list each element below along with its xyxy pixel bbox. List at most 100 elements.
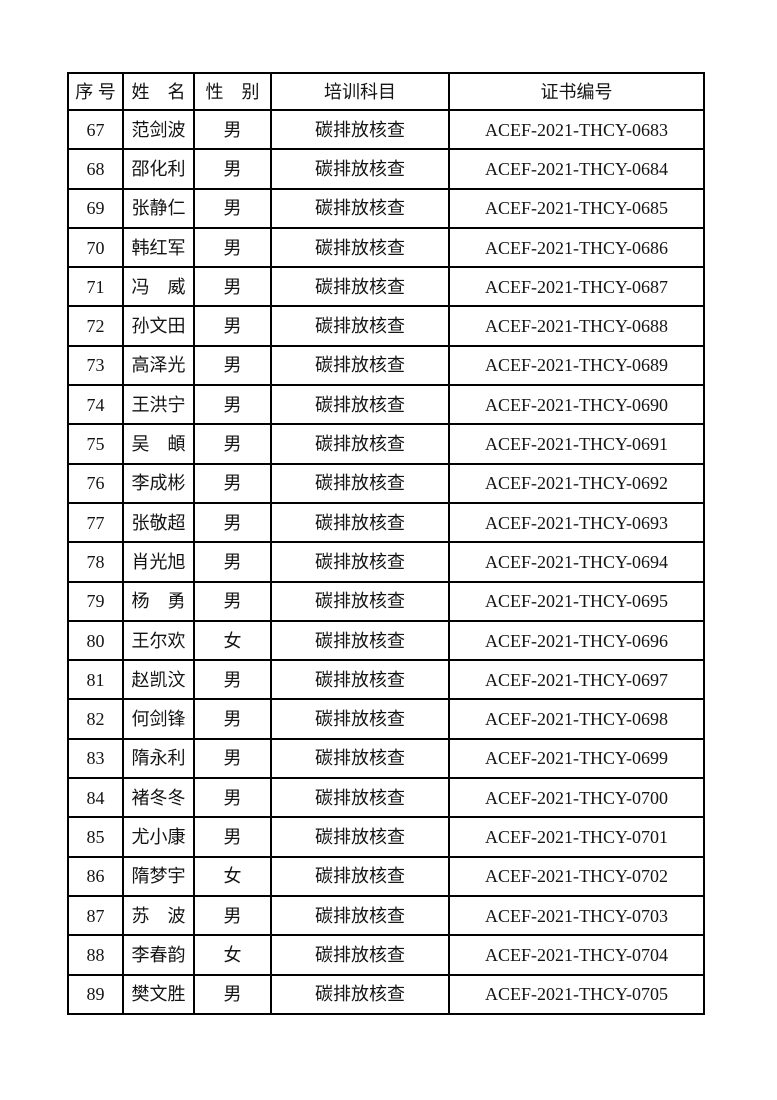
serial-number-cell: 89: [67, 973, 124, 1015]
certificate-number-cell: ACEF-2021-THCY-0693: [448, 501, 705, 544]
header-serial-number: 序 号: [67, 72, 124, 111]
gender-cell: 女: [193, 855, 272, 897]
name-cell: 孙文田: [122, 305, 195, 347]
name-cell: 樊文胜: [122, 973, 195, 1015]
serial-number-cell: 79: [67, 580, 124, 622]
table-row: 77 张敬超 男 碳排放核查 ACEF-2021-THCY-0693: [67, 501, 705, 544]
serial-number-cell: 86: [67, 855, 124, 897]
serial-number-cell: 83: [67, 737, 124, 780]
serial-number-cell: 70: [67, 226, 124, 269]
name-cell: 尤小康: [122, 816, 195, 858]
table-row: 74 王洪宁 男 碳排放核查 ACEF-2021-THCY-0690: [67, 384, 705, 426]
table-row: 81 赵凯汶 男 碳排放核查 ACEF-2021-THCY-0697: [67, 659, 705, 701]
serial-number-cell: 67: [67, 108, 124, 151]
gender-cell: 男: [193, 816, 272, 858]
table-row: 87 苏 波 男 碳排放核查 ACEF-2021-THCY-0703: [67, 894, 705, 937]
training-subject-cell: 碳排放核查: [270, 148, 450, 190]
certificate-number-cell: ACEF-2021-THCY-0701: [448, 816, 705, 858]
name-cell: 杨 勇: [122, 580, 195, 622]
serial-number-cell: 74: [67, 384, 124, 426]
table-row: 82 何剑锋 男 碳排放核查 ACEF-2021-THCY-0698: [67, 698, 705, 740]
table-row: 83 隋永利 男 碳排放核查 ACEF-2021-THCY-0699: [67, 737, 705, 780]
certificate-number-cell: ACEF-2021-THCY-0696: [448, 619, 705, 662]
certificate-number-cell: ACEF-2021-THCY-0683: [448, 108, 705, 151]
name-cell: 王洪宁: [122, 384, 195, 426]
certificate-number-cell: ACEF-2021-THCY-0689: [448, 344, 705, 387]
serial-number-cell: 73: [67, 344, 124, 387]
header-name: 姓 名: [122, 72, 195, 111]
gender-cell: 男: [193, 777, 272, 819]
table-row: 86 隋梦宇 女 碳排放核查 ACEF-2021-THCY-0702: [67, 855, 705, 897]
serial-number-cell: 85: [67, 816, 124, 858]
certificate-number-cell: ACEF-2021-THCY-0688: [448, 305, 705, 347]
training-subject-cell: 碳排放核查: [270, 344, 450, 387]
name-cell: 邵化利: [122, 148, 195, 190]
table-row: 68 邵化利 男 碳排放核查 ACEF-2021-THCY-0684: [67, 148, 705, 190]
gender-cell: 男: [193, 266, 272, 308]
table-row: 84 褚冬冬 男 碳排放核查 ACEF-2021-THCY-0700: [67, 777, 705, 819]
gender-cell: 男: [193, 462, 272, 504]
gender-cell: 男: [193, 423, 272, 465]
name-cell: 肖光旭: [122, 541, 195, 583]
gender-cell: 男: [193, 187, 272, 229]
training-subject-cell: 碳排放核查: [270, 659, 450, 701]
gender-cell: 男: [193, 148, 272, 190]
certificate-number-cell: ACEF-2021-THCY-0694: [448, 541, 705, 583]
certificate-number-cell: ACEF-2021-THCY-0697: [448, 659, 705, 701]
table-row: 67 范剑波 男 碳排放核查 ACEF-2021-THCY-0683: [67, 108, 705, 151]
training-subject-cell: 碳排放核查: [270, 462, 450, 504]
training-subject-cell: 碳排放核查: [270, 934, 450, 976]
training-subject-cell: 碳排放核查: [270, 423, 450, 465]
training-subject-cell: 碳排放核查: [270, 501, 450, 544]
table-row: 70 韩红军 男 碳排放核查 ACEF-2021-THCY-0686: [67, 226, 705, 269]
gender-cell: 男: [193, 501, 272, 544]
serial-number-cell: 75: [67, 423, 124, 465]
name-cell: 何剑锋: [122, 698, 195, 740]
certificate-number-cell: ACEF-2021-THCY-0686: [448, 226, 705, 269]
serial-number-cell: 68: [67, 148, 124, 190]
name-cell: 褚冬冬: [122, 777, 195, 819]
certificate-table: 序 号 姓 名 性 别 培训科目 证书编号 67 范剑波 男 碳排放核查 ACE…: [67, 72, 705, 1015]
name-cell: 张静仁: [122, 187, 195, 229]
name-cell: 苏 波: [122, 894, 195, 937]
serial-number-cell: 76: [67, 462, 124, 504]
name-cell: 吴 頔: [122, 423, 195, 465]
table-row: 69 张静仁 男 碳排放核查 ACEF-2021-THCY-0685: [67, 187, 705, 229]
training-subject-cell: 碳排放核查: [270, 226, 450, 269]
table-row: 71 冯 威 男 碳排放核查 ACEF-2021-THCY-0687: [67, 266, 705, 308]
table-row: 73 高泽光 男 碳排放核查 ACEF-2021-THCY-0689: [67, 344, 705, 387]
serial-number-cell: 71: [67, 266, 124, 308]
table-row: 79 杨 勇 男 碳排放核查 ACEF-2021-THCY-0695: [67, 580, 705, 622]
serial-number-cell: 78: [67, 541, 124, 583]
serial-number-cell: 69: [67, 187, 124, 229]
training-subject-cell: 碳排放核查: [270, 187, 450, 229]
certificate-number-cell: ACEF-2021-THCY-0705: [448, 973, 705, 1015]
training-subject-cell: 碳排放核查: [270, 698, 450, 740]
training-subject-cell: 碳排放核查: [270, 305, 450, 347]
certificate-number-cell: ACEF-2021-THCY-0687: [448, 266, 705, 308]
serial-number-cell: 72: [67, 305, 124, 347]
serial-number-cell: 84: [67, 777, 124, 819]
name-cell: 范剑波: [122, 108, 195, 151]
header-training-subject: 培训科目: [270, 72, 450, 111]
name-cell: 李春韵: [122, 934, 195, 976]
name-cell: 隋永利: [122, 737, 195, 780]
name-cell: 隋梦宇: [122, 855, 195, 897]
training-subject-cell: 碳排放核查: [270, 580, 450, 622]
table-row: 75 吴 頔 男 碳排放核查 ACEF-2021-THCY-0691: [67, 423, 705, 465]
certificate-number-cell: ACEF-2021-THCY-0703: [448, 894, 705, 937]
serial-number-cell: 87: [67, 894, 124, 937]
table-row: 89 樊文胜 男 碳排放核查 ACEF-2021-THCY-0705: [67, 973, 705, 1015]
serial-number-cell: 82: [67, 698, 124, 740]
gender-cell: 男: [193, 384, 272, 426]
name-cell: 王尔欢: [122, 619, 195, 662]
certificate-number-cell: ACEF-2021-THCY-0700: [448, 777, 705, 819]
certificate-number-cell: ACEF-2021-THCY-0685: [448, 187, 705, 229]
gender-cell: 男: [193, 344, 272, 387]
training-subject-cell: 碳排放核查: [270, 777, 450, 819]
serial-number-cell: 80: [67, 619, 124, 662]
header-row: 序 号 姓 名 性 别 培训科目 证书编号: [67, 72, 705, 111]
certificate-number-cell: ACEF-2021-THCY-0691: [448, 423, 705, 465]
training-subject-cell: 碳排放核查: [270, 816, 450, 858]
gender-cell: 男: [193, 541, 272, 583]
